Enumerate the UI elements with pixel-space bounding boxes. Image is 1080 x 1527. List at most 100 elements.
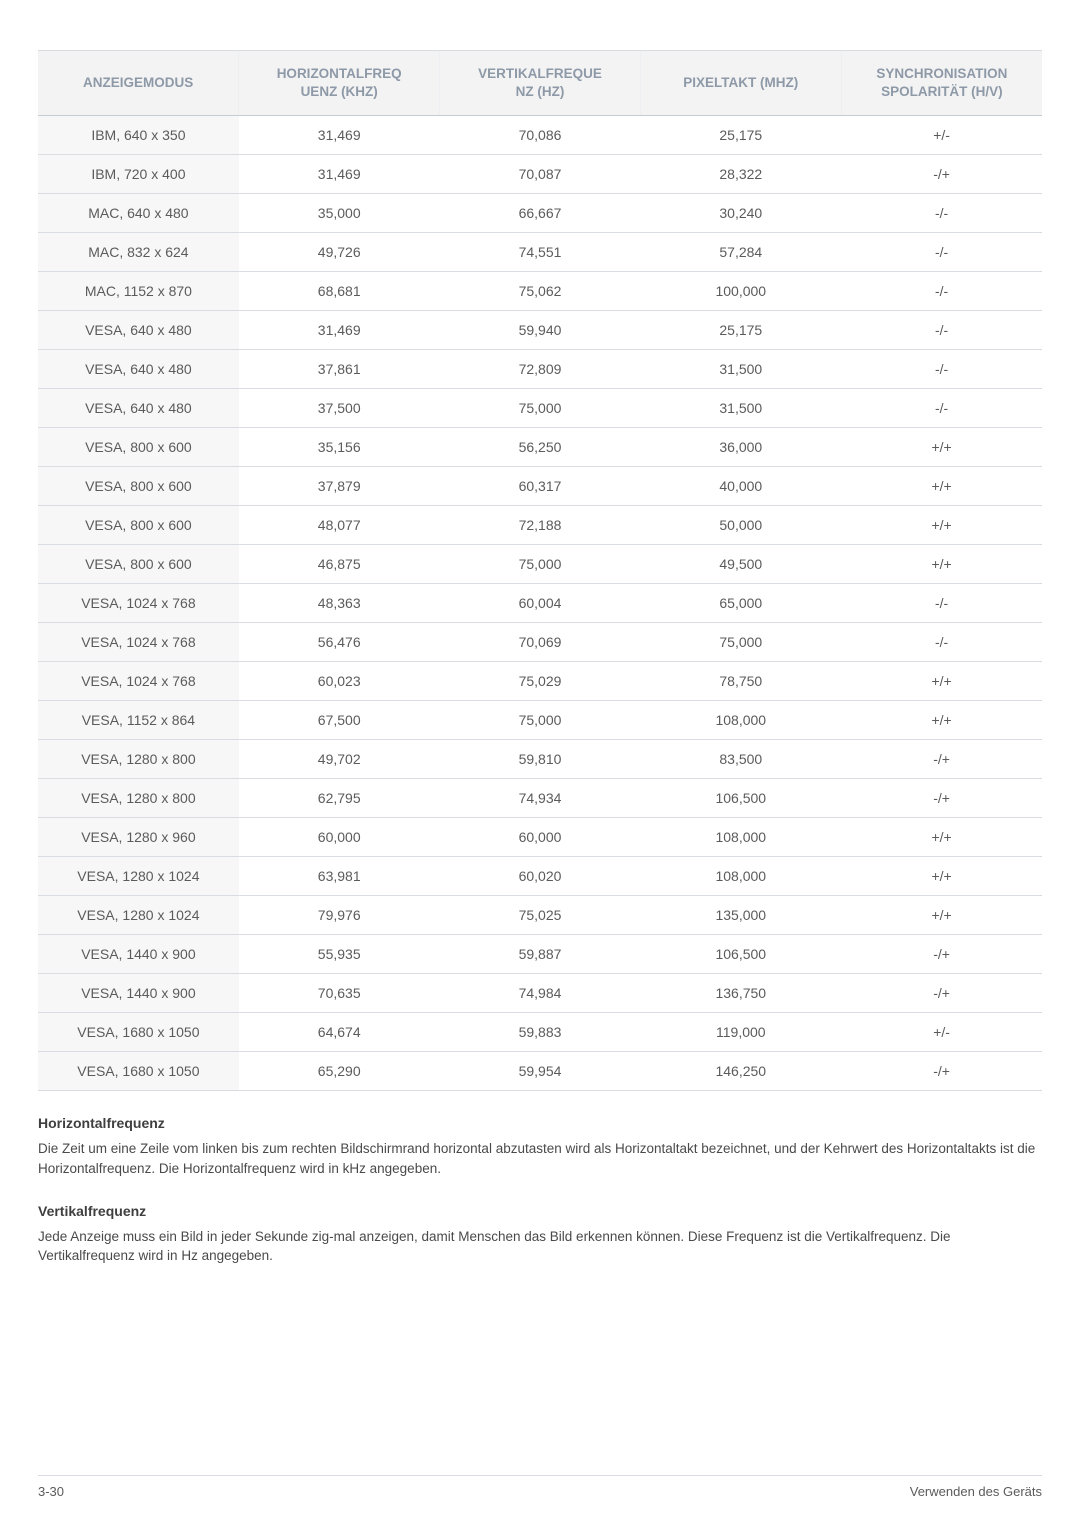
table-cell: 28,322 xyxy=(640,155,841,194)
table-cell: 106,500 xyxy=(640,779,841,818)
table-cell: VESA, 640 x 480 xyxy=(38,350,239,389)
table-row: MAC, 1152 x 87068,68175,062100,000-/- xyxy=(38,272,1042,311)
table-cell: 63,981 xyxy=(239,857,440,896)
table-cell: +/+ xyxy=(841,662,1042,701)
table-cell: VESA, 800 x 600 xyxy=(38,506,239,545)
table-cell: 31,469 xyxy=(239,116,440,155)
table-cell: -/- xyxy=(841,350,1042,389)
table-row: VESA, 1280 x 102479,97675,025135,000+/+ xyxy=(38,896,1042,935)
table-cell: -/+ xyxy=(841,779,1042,818)
table-row: VESA, 1024 x 76856,47670,06975,000-/- xyxy=(38,623,1042,662)
table-cell: 135,000 xyxy=(640,896,841,935)
table-row: MAC, 832 x 62449,72674,55157,284-/- xyxy=(38,233,1042,272)
table-cell: -/- xyxy=(841,233,1042,272)
table-cell: VESA, 1680 x 1050 xyxy=(38,1013,239,1052)
table-cell: 59,883 xyxy=(440,1013,641,1052)
table-row: MAC, 640 x 48035,00066,66730,240-/- xyxy=(38,194,1042,233)
table-cell: 108,000 xyxy=(640,818,841,857)
table-row: VESA, 1280 x 96060,00060,000108,000+/+ xyxy=(38,818,1042,857)
table-cell: 83,500 xyxy=(640,740,841,779)
table-cell: VESA, 800 x 600 xyxy=(38,428,239,467)
table-cell: -/+ xyxy=(841,155,1042,194)
table-row: VESA, 1024 x 76860,02375,02978,750+/+ xyxy=(38,662,1042,701)
table-row: VESA, 640 x 48031,46959,94025,175-/- xyxy=(38,311,1042,350)
table-cell: 48,077 xyxy=(239,506,440,545)
table-cell: VESA, 640 x 480 xyxy=(38,389,239,428)
table-cell: +/+ xyxy=(841,896,1042,935)
table-cell: -/- xyxy=(841,311,1042,350)
table-cell: VESA, 1152 x 864 xyxy=(38,701,239,740)
table-cell: 60,000 xyxy=(440,818,641,857)
table-cell: 74,551 xyxy=(440,233,641,272)
table-cell: 36,000 xyxy=(640,428,841,467)
table-cell: 35,156 xyxy=(239,428,440,467)
table-cell: +/+ xyxy=(841,467,1042,506)
table-cell: 31,469 xyxy=(239,311,440,350)
table-cell: 79,976 xyxy=(239,896,440,935)
table-cell: 119,000 xyxy=(640,1013,841,1052)
table-cell: 106,500 xyxy=(640,935,841,974)
table-row: VESA, 1440 x 90055,93559,887106,500-/+ xyxy=(38,935,1042,974)
table-row: VESA, 1024 x 76848,36360,00465,000-/- xyxy=(38,584,1042,623)
table-cell: 108,000 xyxy=(640,857,841,896)
table-cell: 66,667 xyxy=(440,194,641,233)
table-cell: 25,175 xyxy=(640,311,841,350)
table-cell: VESA, 1680 x 1050 xyxy=(38,1052,239,1091)
table-cell: 60,000 xyxy=(239,818,440,857)
table-cell: 75,000 xyxy=(440,389,641,428)
table-cell: +/+ xyxy=(841,506,1042,545)
table-cell: -/- xyxy=(841,194,1042,233)
table-row: VESA, 1280 x 102463,98160,020108,000+/+ xyxy=(38,857,1042,896)
col-header-pixclock: PIXELTAKT (MHZ) xyxy=(640,51,841,116)
table-cell: 37,500 xyxy=(239,389,440,428)
table-cell: 100,000 xyxy=(640,272,841,311)
table-cell: 59,887 xyxy=(440,935,641,974)
table-cell: -/+ xyxy=(841,974,1042,1013)
table-cell: IBM, 720 x 400 xyxy=(38,155,239,194)
table-cell: 59,810 xyxy=(440,740,641,779)
table-row: VESA, 800 x 60046,87575,00049,500+/+ xyxy=(38,545,1042,584)
table-cell: 31,500 xyxy=(640,350,841,389)
table-cell: 56,476 xyxy=(239,623,440,662)
table-cell: -/+ xyxy=(841,935,1042,974)
table-cell: 72,188 xyxy=(440,506,641,545)
table-cell: 25,175 xyxy=(640,116,841,155)
table-cell: MAC, 832 x 624 xyxy=(38,233,239,272)
col-header-syncpol: SYNCHRONISATIONSPOLARITÄT (H/V) xyxy=(841,51,1042,116)
table-cell: 75,000 xyxy=(640,623,841,662)
footer-page-number: 3-30 xyxy=(38,1484,64,1499)
table-cell: VESA, 640 x 480 xyxy=(38,311,239,350)
table-cell: 70,087 xyxy=(440,155,641,194)
table-cell: VESA, 1440 x 900 xyxy=(38,974,239,1013)
table-row: VESA, 1440 x 90070,63574,984136,750-/+ xyxy=(38,974,1042,1013)
table-cell: 48,363 xyxy=(239,584,440,623)
table-cell: 65,000 xyxy=(640,584,841,623)
table-cell: 40,000 xyxy=(640,467,841,506)
table-cell: MAC, 640 x 480 xyxy=(38,194,239,233)
table-cell: 56,250 xyxy=(440,428,641,467)
table-cell: VESA, 1024 x 768 xyxy=(38,662,239,701)
table-cell: 60,023 xyxy=(239,662,440,701)
table-cell: IBM, 640 x 350 xyxy=(38,116,239,155)
table-cell: VESA, 800 x 600 xyxy=(38,545,239,584)
table-cell: 31,500 xyxy=(640,389,841,428)
table-cell: 30,240 xyxy=(640,194,841,233)
heading-vertikalfrequenz: Vertikalfrequenz xyxy=(38,1203,1042,1219)
table-cell: +/- xyxy=(841,1013,1042,1052)
table-cell: 57,284 xyxy=(640,233,841,272)
table-cell: +/+ xyxy=(841,701,1042,740)
table-body: IBM, 640 x 35031,46970,08625,175+/-IBM, … xyxy=(38,116,1042,1091)
table-row: VESA, 800 x 60048,07772,18850,000+/+ xyxy=(38,506,1042,545)
table-cell: +/+ xyxy=(841,428,1042,467)
table-cell: +/- xyxy=(841,116,1042,155)
table-cell: -/- xyxy=(841,389,1042,428)
table-cell: 60,020 xyxy=(440,857,641,896)
table-row: IBM, 640 x 35031,46970,08625,175+/- xyxy=(38,116,1042,155)
table-cell: +/+ xyxy=(841,818,1042,857)
table-header-row: ANZEIGEMODUS HORIZONTALFREQUENZ (KHZ) VE… xyxy=(38,51,1042,116)
table-cell: 49,726 xyxy=(239,233,440,272)
table-cell: 74,984 xyxy=(440,974,641,1013)
table-row: VESA, 640 x 48037,86172,80931,500-/- xyxy=(38,350,1042,389)
table-cell: VESA, 1280 x 800 xyxy=(38,740,239,779)
table-row: VESA, 640 x 48037,50075,00031,500-/- xyxy=(38,389,1042,428)
